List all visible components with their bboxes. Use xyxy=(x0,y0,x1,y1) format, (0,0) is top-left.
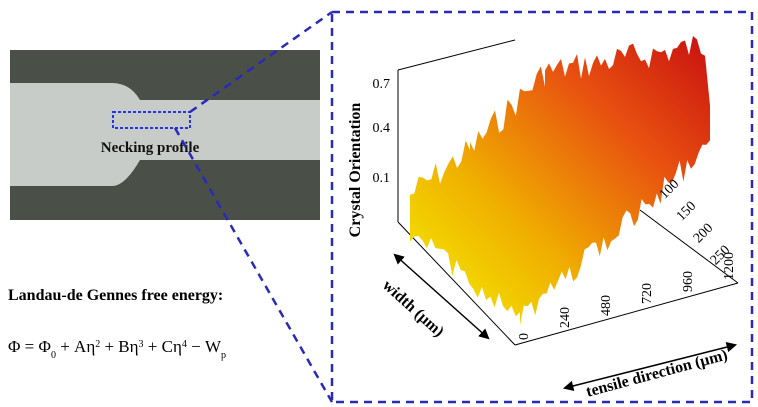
tick-label: 150 xyxy=(674,199,699,224)
formula-part: + Cη xyxy=(144,337,182,356)
tick-label: 0.4 xyxy=(373,121,391,136)
photo-label: Necking profile xyxy=(101,140,200,156)
formula-part: 0 xyxy=(51,350,56,361)
formula-part: p xyxy=(221,350,226,361)
tick-label: 0.7 xyxy=(373,77,391,92)
formula-part: 2 xyxy=(95,339,100,350)
tick-label: 200 xyxy=(691,221,716,246)
x-axis-label: tensile direction (μm) xyxy=(584,347,729,401)
tick-label: 720 xyxy=(640,283,655,304)
formula-part: + Aη xyxy=(56,337,95,356)
formula-part: + Bη xyxy=(100,337,138,356)
z-axis-label: Crystal Orientation xyxy=(347,103,364,238)
formula-part: 4 xyxy=(182,339,187,350)
tick-label: 0.1 xyxy=(373,171,391,186)
formula-part: Φ = Φ xyxy=(8,337,51,356)
surface-plot: Crystal Orientation width (μm) tensile d… xyxy=(347,35,739,401)
tick-label: 240 xyxy=(558,307,573,328)
formula-part: 3 xyxy=(139,339,144,350)
tick-label: 480 xyxy=(599,295,614,316)
surface xyxy=(410,35,710,326)
tick-label: 960 xyxy=(681,271,696,292)
formula-part: − W xyxy=(187,337,222,356)
width-axis-label: width (μm) xyxy=(379,277,447,341)
specimen-photo: Necking profile xyxy=(10,50,320,220)
zoom-box xyxy=(173,10,754,404)
energy-formula: Φ = Φ0 + Aη2 + Bη3 + Cη4 − Wp xyxy=(8,337,226,361)
tick-label: 1200 xyxy=(722,252,737,280)
energy-title: Landau-de Gennes free energy: xyxy=(8,287,223,304)
tick-label: 0 xyxy=(517,333,532,340)
